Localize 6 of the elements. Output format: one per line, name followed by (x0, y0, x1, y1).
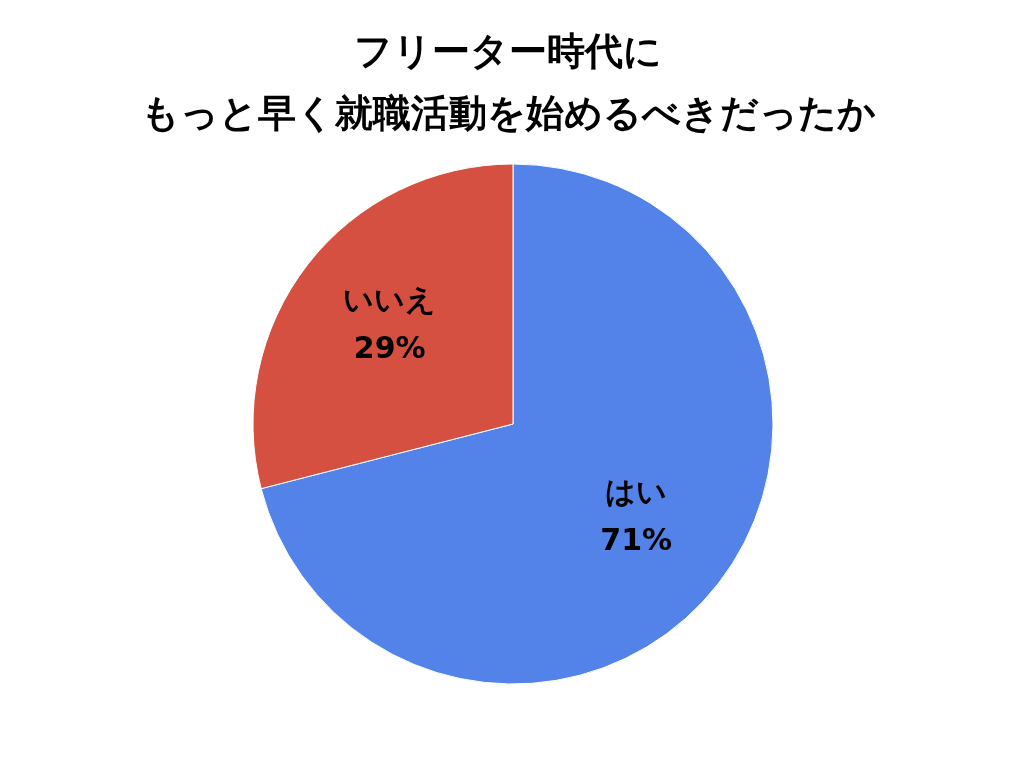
slice-label: はい (605, 473, 668, 509)
chart-title: フリーター時代に (353, 28, 663, 75)
chart-subtitle: もっと早く就職活動を始めるべきだったか (139, 90, 877, 137)
slice-label: いいえ (343, 282, 437, 318)
data-label: 29% (353, 330, 426, 366)
data-label: 71% (600, 521, 673, 557)
